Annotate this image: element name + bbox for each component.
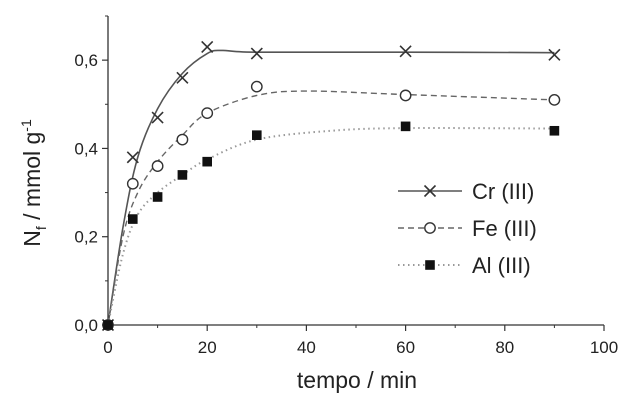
y-axis-title: Nf / mmol g-1 <box>18 119 49 247</box>
series-line <box>107 49 555 326</box>
x-tick-label: 40 <box>297 338 316 357</box>
legend-label: Al (III) <box>472 253 531 278</box>
y-tick-label: 0,6 <box>74 51 98 70</box>
data-point <box>126 151 139 164</box>
data-point <box>177 170 188 180</box>
x-tick-label: 60 <box>396 338 415 357</box>
data-point <box>201 107 214 120</box>
x-tick-label: 20 <box>198 338 217 357</box>
data-point <box>103 320 113 330</box>
data-point <box>399 45 412 58</box>
y-axis-title-sup: -1 <box>18 119 34 132</box>
fit-lines <box>107 49 555 326</box>
y-axis-title-main: N <box>19 230 45 247</box>
legend-marker <box>423 184 437 198</box>
y-axis-title-rest: / mmol g <box>19 132 45 227</box>
data-point <box>250 80 263 93</box>
data-point <box>176 71 189 84</box>
data-point <box>128 214 138 224</box>
data-point <box>548 48 561 61</box>
y-tick-label: 0,4 <box>74 139 98 158</box>
legend-marker <box>425 260 435 270</box>
data-point <box>202 156 212 167</box>
data-point <box>548 93 561 106</box>
x-tick-label: 100 <box>590 338 618 357</box>
data-point <box>151 160 164 172</box>
series-line <box>107 90 555 326</box>
x-ticks: 0 20 40 60 80 100 <box>103 325 618 357</box>
y-tick-label: 0,0 <box>74 316 98 335</box>
data-point <box>252 130 262 140</box>
y-ticks: 0,0 0,2 0,4 0,6 <box>74 15 108 335</box>
y-axis-title-sub: f <box>33 226 49 230</box>
x-tick-label: 0 <box>103 338 112 357</box>
x-tick-label: 80 <box>495 338 514 357</box>
data-point <box>399 89 412 102</box>
y-tick-label: 0,2 <box>74 228 98 247</box>
data-point <box>250 47 263 60</box>
legend-label: Cr (III) <box>472 179 534 204</box>
data-point <box>201 40 214 53</box>
legend-marker <box>424 222 436 234</box>
x-axis-title: tempo / min <box>297 367 417 393</box>
legend-label: Fe (III) <box>472 216 537 241</box>
data-point <box>126 177 139 190</box>
data-markers <box>101 40 561 332</box>
data-point <box>151 111 164 124</box>
legend: Cr (III) Fe (III) Al (III) <box>398 179 537 278</box>
data-point <box>152 192 163 202</box>
data-point <box>176 133 189 146</box>
data-point <box>549 125 560 136</box>
data-point <box>400 121 411 132</box>
